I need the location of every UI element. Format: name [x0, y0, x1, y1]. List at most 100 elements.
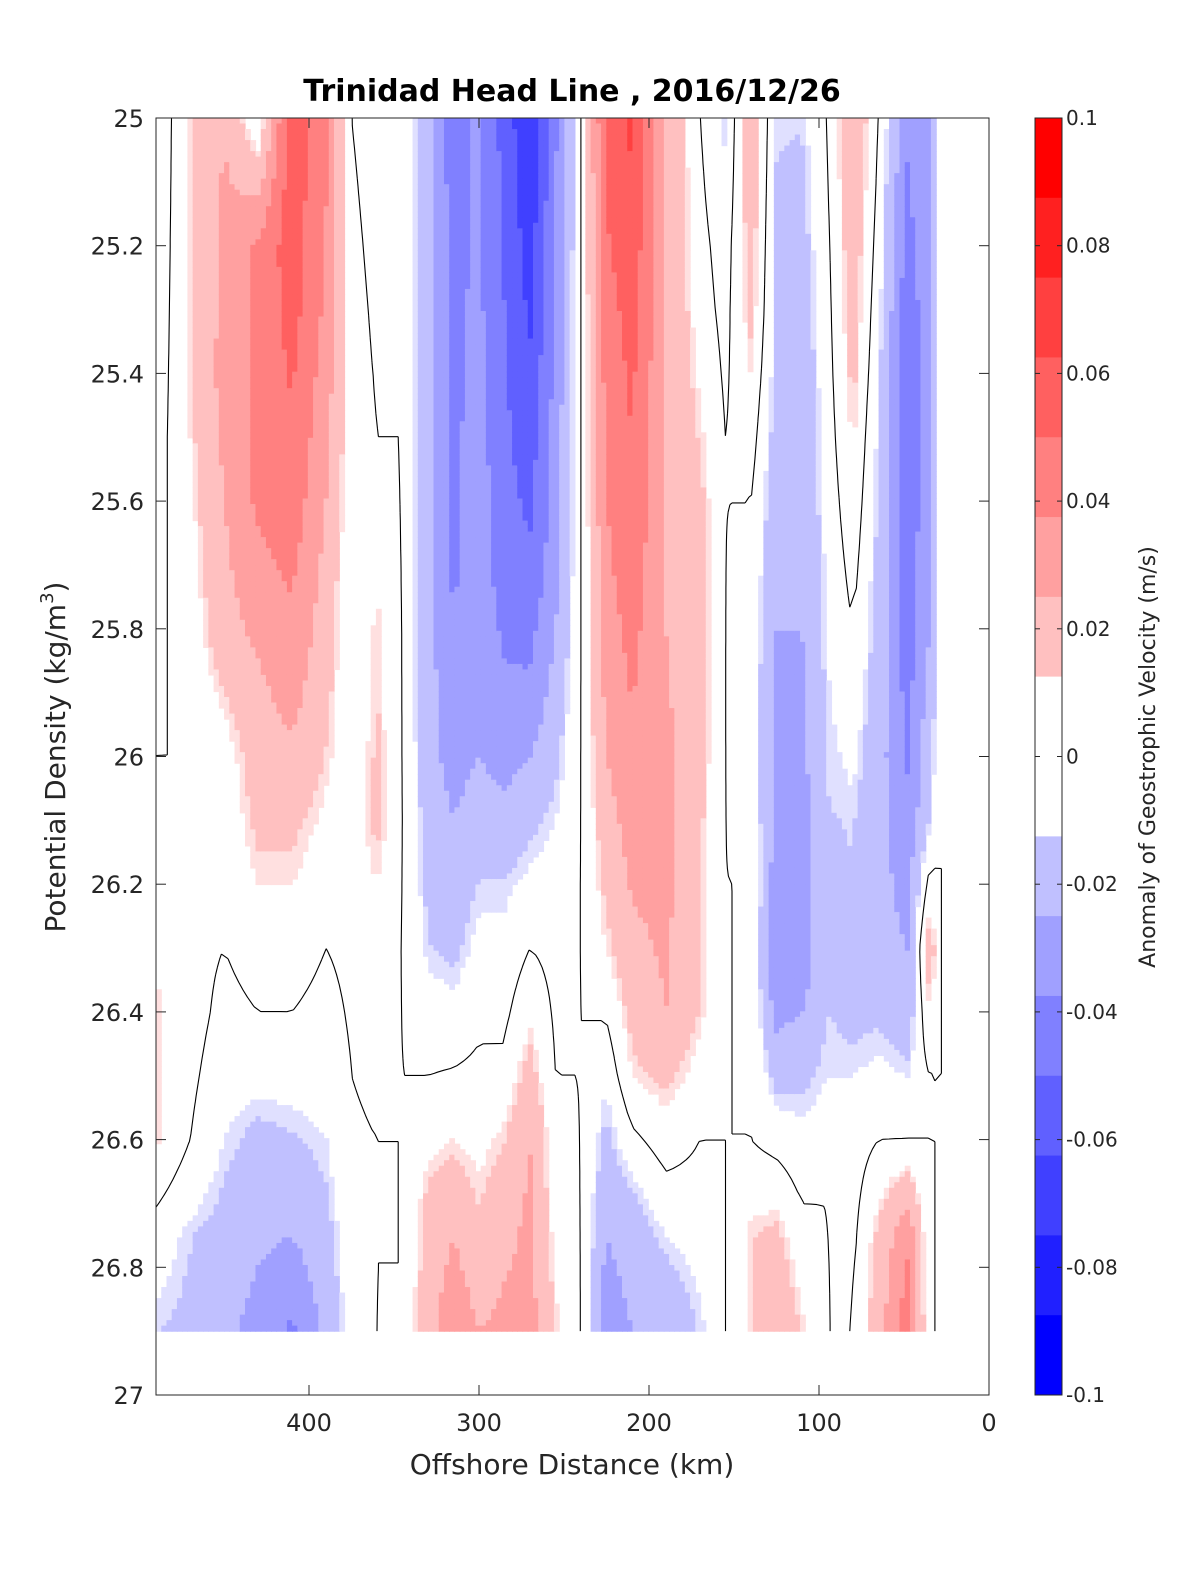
contour-cell — [265, 542, 272, 549]
contour-cell — [271, 597, 278, 604]
contour-cell — [318, 592, 325, 599]
contour-cell — [234, 1176, 241, 1183]
contour-cell — [271, 118, 278, 125]
contour-cell — [245, 663, 251, 671]
contour-cell — [213, 1248, 220, 1255]
contour-cell — [323, 719, 330, 726]
contour-cell — [197, 1215, 204, 1222]
contour-cell — [208, 454, 215, 461]
contour-cell — [328, 349, 335, 356]
contour-cell — [292, 685, 298, 693]
contour-cell — [265, 564, 272, 571]
contour-cell — [245, 581, 251, 588]
contour-cell — [224, 685, 230, 693]
contour-cell — [250, 708, 257, 715]
contour-cell — [265, 222, 272, 229]
contour-cell — [265, 140, 272, 147]
contour-cell — [234, 1149, 241, 1156]
contour-cell — [213, 371, 220, 378]
contour-cell — [281, 1242, 288, 1250]
contour-cell — [260, 327, 267, 334]
contour-cell — [412, 211, 419, 218]
contour-cell — [412, 228, 419, 235]
contour-cell — [203, 366, 209, 373]
contour-cell — [276, 581, 283, 588]
contour-cell — [313, 548, 319, 555]
contour-cell — [339, 178, 346, 185]
contour-cell — [208, 360, 215, 367]
contour-cell — [271, 1276, 278, 1283]
contour-cell — [307, 443, 314, 450]
contour-cell — [187, 189, 194, 196]
contour-cell — [281, 1264, 288, 1272]
contour-cell — [276, 851, 283, 858]
contour-cell — [265, 735, 272, 742]
contour-cell — [417, 520, 424, 527]
contour-cell — [234, 184, 241, 191]
contour-cell — [229, 1287, 236, 1294]
contour-cell — [245, 1143, 251, 1150]
contour-cell — [323, 377, 330, 384]
contour-cell — [260, 630, 267, 637]
contour-cell — [224, 713, 230, 720]
contour-cell — [192, 448, 199, 455]
contour-cell — [234, 382, 241, 389]
contour-cell — [276, 426, 283, 433]
contour-cell — [176, 1325, 183, 1332]
contour-cell — [245, 151, 251, 158]
contour-cell — [239, 487, 246, 494]
contour-cell — [245, 641, 251, 648]
contour-cell — [187, 1281, 194, 1288]
contour-cell — [318, 366, 325, 373]
contour-cell — [334, 663, 340, 671]
contour-cell — [229, 1132, 236, 1139]
contour-cell — [302, 239, 309, 246]
contour-cell — [245, 178, 251, 185]
contour-cell — [229, 178, 236, 185]
contour-cell — [417, 371, 424, 378]
contour-cell — [271, 818, 278, 825]
contour-cell — [218, 586, 225, 593]
contour-cell — [218, 333, 225, 340]
contour-cell — [208, 1253, 215, 1261]
contour-cell — [255, 526, 262, 533]
contour-cell — [255, 311, 262, 318]
contour-cell — [260, 184, 267, 191]
contour-cell — [203, 118, 209, 125]
contour-cell — [323, 415, 330, 422]
contour-cell — [313, 1325, 319, 1332]
contour-cell — [271, 1231, 278, 1238]
contour-cell — [412, 658, 419, 665]
contour-cell — [323, 454, 330, 461]
contour-cell — [218, 520, 225, 527]
contour-cell — [250, 322, 257, 329]
contour-cell — [286, 862, 293, 869]
contour-cell — [334, 272, 340, 279]
contour-cell — [375, 719, 382, 726]
contour-cell — [370, 641, 377, 648]
contour-cell — [192, 1270, 199, 1277]
contour-cell — [203, 277, 209, 285]
contour-cell — [328, 371, 335, 378]
contour-cell — [197, 178, 204, 185]
contour-cell — [412, 162, 419, 169]
contour-cell — [307, 1171, 314, 1178]
contour-cell — [213, 404, 220, 411]
contour-cell — [265, 801, 272, 808]
contour-cell — [292, 338, 298, 345]
contour-cell — [255, 834, 262, 841]
contour-cell — [229, 443, 236, 450]
contour-cell — [218, 1253, 225, 1261]
contour-cell — [203, 388, 209, 395]
contour-cell — [302, 724, 309, 731]
contour-cell — [276, 548, 283, 555]
contour-cell — [208, 597, 215, 604]
contour-cell — [334, 548, 340, 555]
contour-cell — [234, 255, 241, 262]
contour-cell — [302, 829, 309, 836]
contour-cell — [286, 454, 293, 461]
contour-cell — [218, 228, 225, 235]
contour-cell — [370, 818, 377, 825]
contour-cell — [197, 443, 204, 450]
contour-cell — [276, 1176, 283, 1183]
